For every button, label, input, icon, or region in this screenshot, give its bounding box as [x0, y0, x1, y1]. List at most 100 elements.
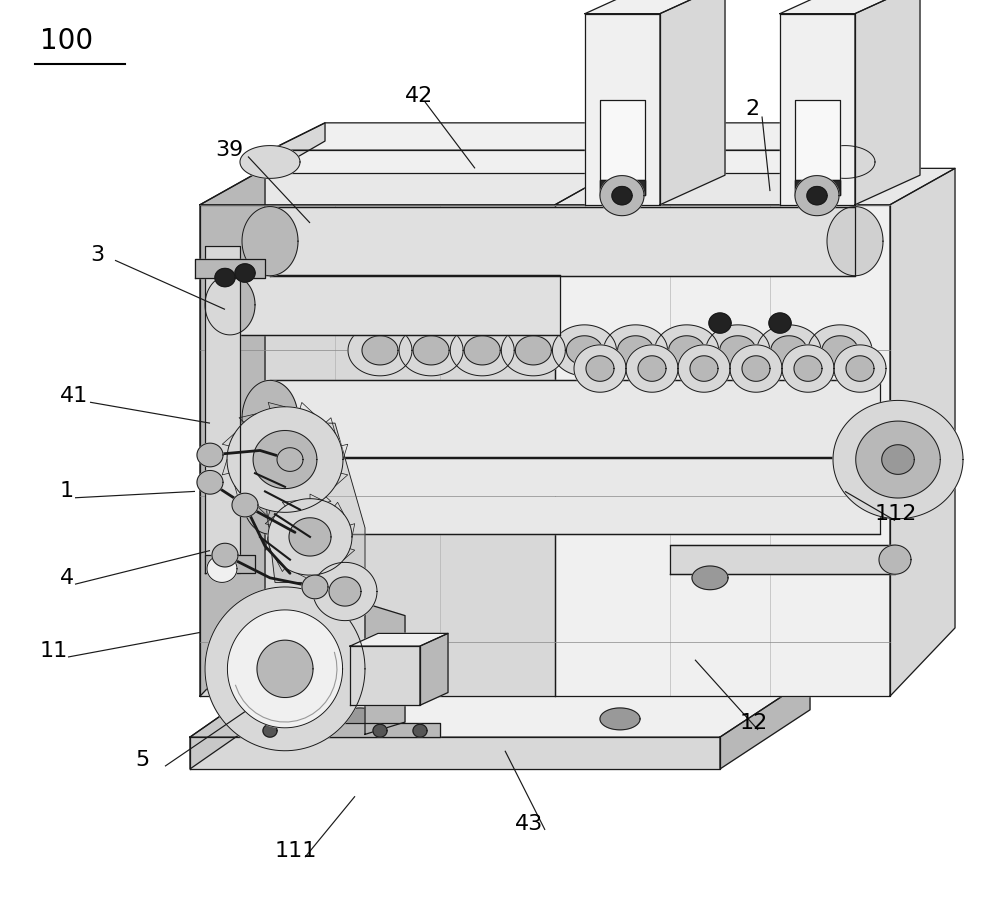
Polygon shape — [815, 146, 875, 178]
Polygon shape — [313, 562, 377, 621]
Polygon shape — [612, 187, 632, 205]
Polygon shape — [200, 205, 555, 696]
Polygon shape — [780, 0, 920, 14]
Polygon shape — [399, 325, 463, 376]
Polygon shape — [277, 448, 303, 471]
Polygon shape — [205, 555, 255, 573]
Polygon shape — [600, 708, 640, 730]
Polygon shape — [574, 345, 626, 392]
Polygon shape — [585, 0, 725, 14]
Polygon shape — [757, 325, 821, 376]
Polygon shape — [190, 678, 275, 769]
Polygon shape — [692, 566, 728, 590]
Polygon shape — [197, 443, 223, 467]
Polygon shape — [348, 325, 412, 376]
Polygon shape — [827, 207, 883, 276]
Text: 41: 41 — [60, 386, 88, 406]
Polygon shape — [782, 345, 834, 392]
Polygon shape — [242, 380, 298, 457]
Polygon shape — [232, 493, 258, 517]
Polygon shape — [450, 325, 514, 376]
Polygon shape — [365, 603, 405, 734]
Polygon shape — [464, 336, 500, 365]
Polygon shape — [690, 356, 718, 381]
Polygon shape — [555, 168, 955, 205]
Text: 100: 100 — [40, 27, 93, 55]
Polygon shape — [794, 356, 822, 381]
Polygon shape — [200, 168, 620, 205]
Text: 1: 1 — [60, 481, 74, 501]
Text: 112: 112 — [875, 504, 917, 524]
Polygon shape — [420, 633, 448, 705]
Text: 43: 43 — [515, 814, 543, 834]
Polygon shape — [678, 345, 730, 392]
Polygon shape — [515, 336, 551, 365]
Polygon shape — [212, 543, 238, 567]
Polygon shape — [720, 336, 756, 365]
Polygon shape — [706, 325, 770, 376]
Polygon shape — [207, 555, 237, 582]
Polygon shape — [270, 380, 880, 457]
Text: 11: 11 — [40, 641, 68, 661]
Polygon shape — [268, 499, 352, 575]
Polygon shape — [670, 545, 895, 574]
Polygon shape — [205, 587, 365, 751]
Polygon shape — [373, 724, 387, 737]
Text: 4: 4 — [60, 568, 74, 588]
Polygon shape — [205, 275, 255, 335]
Polygon shape — [709, 313, 731, 333]
Text: 39: 39 — [215, 140, 243, 160]
Polygon shape — [230, 275, 560, 335]
Text: 12: 12 — [740, 713, 768, 733]
Polygon shape — [566, 336, 602, 365]
Polygon shape — [200, 168, 265, 696]
Polygon shape — [270, 207, 855, 276]
Polygon shape — [289, 518, 331, 556]
Polygon shape — [240, 146, 300, 178]
Polygon shape — [253, 430, 317, 489]
Polygon shape — [350, 646, 420, 705]
Polygon shape — [795, 176, 839, 216]
Polygon shape — [720, 678, 810, 769]
Polygon shape — [242, 207, 298, 276]
Polygon shape — [771, 336, 807, 365]
Polygon shape — [350, 633, 448, 646]
Text: 2: 2 — [745, 99, 759, 119]
Polygon shape — [846, 356, 874, 381]
Text: 111: 111 — [275, 841, 317, 861]
Polygon shape — [586, 356, 614, 381]
Polygon shape — [638, 356, 666, 381]
Polygon shape — [856, 421, 940, 498]
Polygon shape — [235, 264, 255, 282]
Polygon shape — [626, 345, 678, 392]
Polygon shape — [270, 458, 880, 534]
Polygon shape — [270, 123, 325, 173]
Polygon shape — [807, 187, 827, 205]
Text: 42: 42 — [405, 86, 433, 106]
Polygon shape — [769, 313, 791, 333]
Polygon shape — [250, 723, 440, 737]
Polygon shape — [413, 724, 427, 737]
Polygon shape — [329, 577, 361, 606]
Polygon shape — [834, 345, 886, 392]
Polygon shape — [585, 14, 660, 205]
Polygon shape — [501, 325, 565, 376]
Polygon shape — [190, 678, 810, 737]
Polygon shape — [265, 423, 365, 582]
Polygon shape — [215, 268, 235, 287]
Polygon shape — [795, 180, 840, 196]
Polygon shape — [855, 0, 920, 205]
Polygon shape — [833, 400, 963, 519]
Polygon shape — [822, 336, 858, 365]
Polygon shape — [600, 180, 645, 196]
Polygon shape — [730, 345, 782, 392]
Polygon shape — [227, 407, 343, 512]
Polygon shape — [555, 205, 890, 696]
Polygon shape — [600, 99, 645, 196]
Polygon shape — [242, 458, 298, 534]
Polygon shape — [263, 724, 277, 737]
Polygon shape — [302, 575, 328, 599]
Text: 5: 5 — [135, 750, 149, 770]
Polygon shape — [604, 325, 668, 376]
Polygon shape — [552, 325, 616, 376]
